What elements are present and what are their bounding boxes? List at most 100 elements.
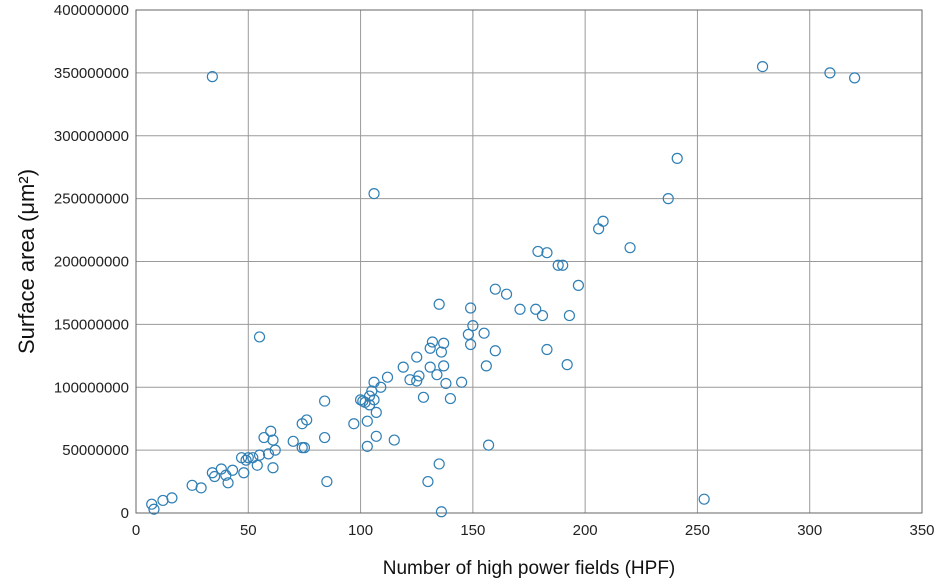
data-point (536, 309, 549, 322)
plot-frame (135, 9, 923, 514)
data-point (597, 215, 609, 227)
data-point (240, 454, 252, 466)
data-point (440, 377, 452, 390)
x-tick-label: 350 (909, 522, 934, 539)
data-point (267, 434, 279, 446)
data-point (262, 448, 275, 460)
data-point (444, 392, 456, 405)
y-tick-label: 50000000 (62, 442, 129, 459)
x-tick-label: 0 (132, 522, 140, 539)
data-point (530, 303, 542, 315)
data-point (465, 338, 477, 351)
y-tick-label: 300000000 (54, 128, 129, 145)
data-point (572, 279, 585, 291)
data-point (411, 351, 423, 363)
data-point (226, 464, 239, 476)
data-point (370, 430, 382, 442)
data-point (500, 288, 513, 300)
data-point (624, 242, 636, 254)
data-point (489, 283, 501, 295)
data-point (424, 361, 436, 373)
data-point (563, 309, 576, 322)
y-tick-label: 200000000 (54, 254, 129, 271)
x-tick-label: 50 (240, 522, 257, 539)
data-point (397, 361, 409, 373)
data-point (593, 223, 605, 235)
data-point (433, 458, 445, 470)
data-point (381, 371, 394, 383)
data-point (413, 370, 425, 382)
data-point (368, 376, 380, 388)
data-points (146, 60, 861, 518)
data-point (541, 247, 553, 259)
data-point (209, 470, 221, 483)
data-point (480, 360, 492, 372)
data-point (552, 259, 564, 271)
data-point (388, 434, 400, 446)
data-point (361, 440, 373, 452)
x-tick-label: 200 (573, 522, 598, 539)
data-point (424, 342, 436, 354)
y-tick-label: 400000000 (54, 2, 129, 19)
data-point (411, 375, 423, 387)
data-point (435, 506, 448, 518)
data-point (849, 72, 861, 84)
data-point (287, 435, 299, 447)
data-point (206, 71, 218, 83)
x-tick-label: 250 (685, 522, 710, 539)
x-tick-label: 100 (348, 522, 373, 539)
data-point (431, 369, 443, 381)
data-point (422, 475, 434, 488)
data-point (267, 462, 279, 474)
data-point (438, 360, 450, 372)
data-point (671, 152, 683, 164)
data-point (478, 327, 490, 339)
data-point (824, 67, 836, 79)
data-point (146, 498, 158, 510)
data-point (467, 320, 479, 332)
x-tick-label: 150 (460, 522, 485, 539)
data-point (166, 492, 178, 504)
y-axis-ticks: 0 50000000 100000000 150000000 200000000 2500… (54, 2, 129, 522)
data-point (456, 376, 468, 388)
data-point (368, 394, 380, 406)
data-point (319, 431, 331, 444)
data-point (238, 467, 250, 479)
y-tick-label: 150000000 (54, 316, 129, 333)
data-point (465, 302, 477, 314)
data-point (253, 331, 266, 343)
data-point (361, 415, 373, 427)
data-point (269, 444, 281, 456)
data-point (242, 452, 254, 464)
data-point (301, 414, 313, 426)
x-tick-label: 300 (797, 522, 822, 539)
data-point (561, 359, 573, 371)
data-point (251, 459, 263, 471)
data-point (321, 475, 333, 488)
data-point (438, 337, 450, 349)
y-tick-label: 0 (121, 505, 129, 522)
y-axis-label: Surface area (μm²) (14, 169, 39, 354)
data-point (368, 187, 380, 200)
data-point (222, 477, 234, 489)
y-tick-label: 250000000 (54, 191, 129, 208)
data-point (698, 493, 710, 505)
x-axis-ticks: 0 50 100 150 200 250 300 350 (132, 522, 935, 539)
y-tick-label: 350000000 (54, 65, 129, 82)
x-axis-label: Number of high power fields (HPF) (383, 558, 676, 579)
data-point (514, 303, 526, 315)
data-point (482, 439, 495, 451)
data-point (489, 345, 501, 357)
data-point (756, 60, 769, 73)
grid-lines (135, 9, 923, 514)
data-point (253, 449, 266, 461)
data-point (195, 482, 207, 494)
data-point (417, 391, 430, 403)
data-point (296, 442, 308, 454)
data-point (148, 503, 160, 515)
data-point (541, 343, 553, 356)
data-point (319, 395, 331, 407)
data-point (348, 418, 360, 430)
data-point (298, 442, 311, 454)
